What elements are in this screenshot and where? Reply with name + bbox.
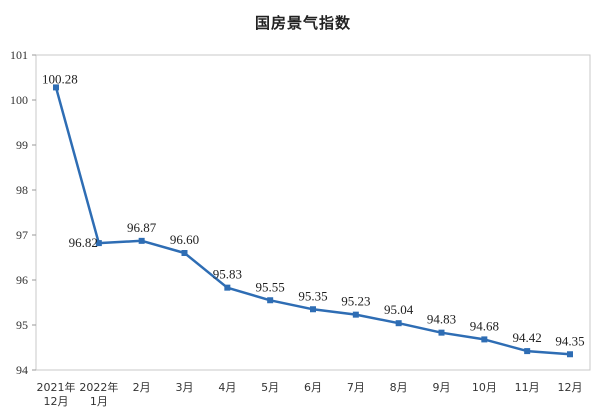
data-label: 96.82 [69, 235, 98, 250]
x-tick-label: 5月 [261, 381, 279, 394]
data-label: 95.35 [298, 288, 327, 303]
data-label: 94.68 [470, 318, 499, 333]
x-tick-label: 6月 [304, 381, 322, 394]
x-tick-label: 4月 [218, 381, 236, 394]
data-point [138, 237, 145, 244]
x-tick-label: 7月 [347, 381, 365, 394]
y-tick-label: 98 [16, 183, 28, 197]
data-point [395, 320, 402, 327]
data-label: 95.23 [341, 294, 370, 309]
data-label: 95.83 [213, 267, 242, 282]
data-point [53, 84, 59, 91]
data-label: 94.83 [427, 312, 456, 327]
data-point [181, 250, 188, 256]
y-tick-label: 101 [10, 48, 28, 62]
data-point [224, 284, 231, 291]
x-tick-label: 11月 [515, 381, 540, 394]
y-tick-label: 100 [10, 93, 28, 107]
x-tick-label: 12月 [558, 381, 583, 394]
y-tick-label: 95 [16, 318, 28, 332]
data-point [524, 348, 531, 355]
data-label: 96.60 [170, 232, 199, 247]
data-label: 94.35 [555, 333, 584, 348]
y-axis: 94 95 96 97 98 99 100 101 [10, 48, 36, 377]
x-tick-label: 9月 [433, 381, 451, 394]
data-point [567, 351, 573, 358]
data-point [481, 336, 488, 343]
data-label: 95.55 [256, 279, 285, 294]
x-tick-label: 10月 [472, 381, 497, 394]
x-tick-label: 8月 [390, 381, 408, 394]
y-tick-label: 97 [16, 228, 28, 242]
data-label: 96.87 [127, 220, 157, 235]
y-tick-label: 99 [16, 138, 28, 152]
data-point [95, 240, 102, 247]
x-tick-label: 2021年 12月 [37, 380, 76, 408]
data-label: 95.04 [384, 302, 414, 317]
x-tick-label: 2月 [133, 381, 151, 394]
data-label: 94.42 [513, 330, 542, 345]
data-point [267, 297, 274, 304]
y-tick-label: 94 [16, 363, 28, 377]
data-point [352, 311, 359, 318]
y-tick-label: 96 [16, 273, 28, 287]
x-tick-label: 2022年 1月 [79, 380, 118, 408]
data-point [438, 329, 445, 336]
x-tick-label: 3月 [176, 381, 194, 394]
data-label: 100.28 [42, 71, 78, 86]
chart-title: 国房景气指数 [254, 14, 351, 32]
data-markers [53, 84, 573, 358]
plot-frame [35, 54, 591, 371]
data-labels: 100.28 96.82 96.87 96.60 95.83 95.55 95.35 95.2… [42, 71, 585, 348]
data-point [310, 306, 316, 313]
